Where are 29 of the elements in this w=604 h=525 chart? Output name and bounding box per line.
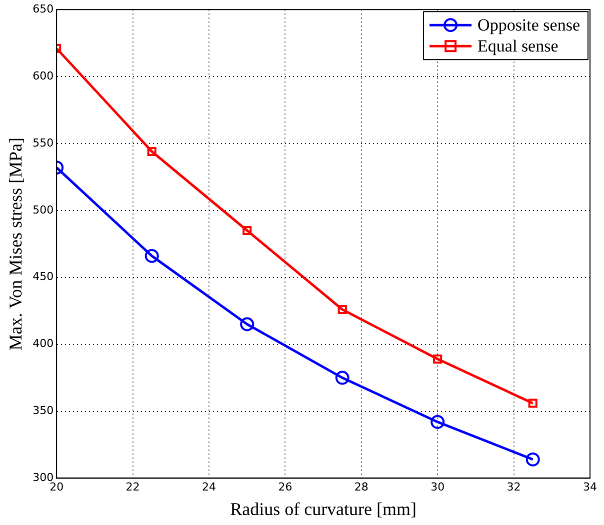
x-tick-label: 24 — [202, 480, 216, 494]
y-tick-label: 450 — [32, 270, 54, 284]
x-tick-label: 26 — [278, 480, 292, 494]
y-tick-label: 350 — [32, 404, 54, 418]
x-tick-label: 34 — [583, 480, 597, 494]
y-tick-label: 400 — [32, 337, 54, 350]
point — [338, 304, 347, 314]
y-tick-label: 500 — [32, 203, 54, 216]
legend-label: Opposite sense — [478, 16, 580, 35]
x-axis-title: Radius of curvature [mm] — [230, 498, 417, 519]
x-tick-label: 20 — [50, 480, 64, 494]
point — [430, 414, 445, 429]
y-tick-label: 650 — [32, 2, 54, 16]
point — [240, 317, 254, 332]
point — [526, 452, 540, 466]
y-axis-title: Max. Von Mises stress [MPa] — [6, 137, 26, 350]
point — [335, 370, 350, 385]
legend-label: Equal sense — [478, 36, 558, 56]
y-tick-label: 600 — [32, 69, 54, 82]
x-tick-label: 22 — [126, 480, 140, 494]
point — [144, 248, 159, 263]
point — [528, 398, 538, 408]
y-tick-label: 550 — [32, 136, 54, 150]
point — [433, 354, 442, 364]
point — [147, 146, 156, 156]
x-tick-label: 28 — [354, 480, 368, 494]
x-tick-label: 32 — [506, 480, 521, 494]
point — [242, 226, 252, 236]
x-tick-label: 30 — [430, 480, 445, 494]
